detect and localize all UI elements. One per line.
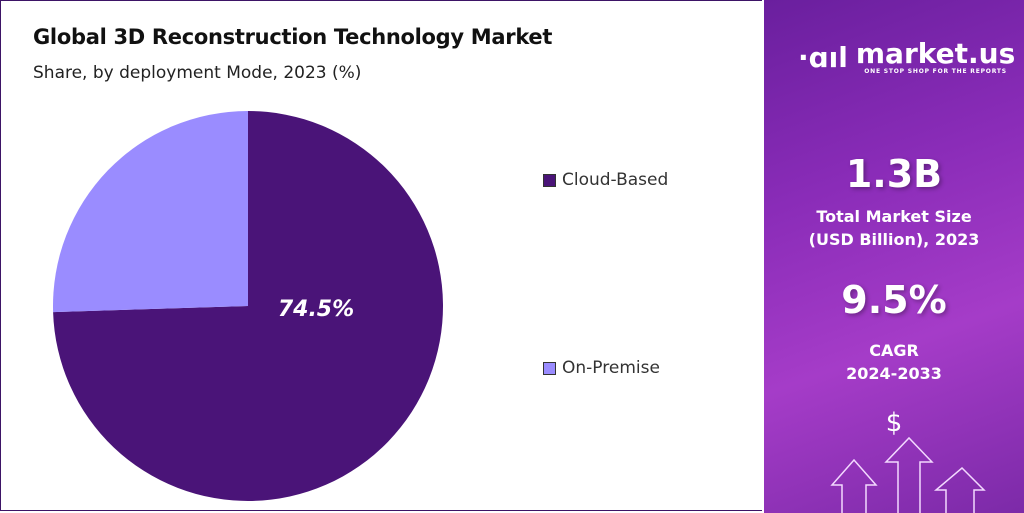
brand-name: market.us [855, 37, 1016, 70]
cagr-period: 2024-2033 [846, 364, 942, 383]
pie-chart: 74.5% [53, 111, 443, 501]
legend-label: On-Premise [562, 358, 660, 378]
cagr-value: 9.5% [841, 278, 947, 322]
market-size-value: 1.3B [845, 152, 943, 196]
legend-label: Cloud-Based [562, 170, 669, 190]
logo-icon: ·ɑıl [798, 41, 848, 74]
legend-swatch [543, 361, 556, 375]
brand-tagline: ONE STOP SHOP FOR THE REPORTS [864, 68, 1007, 75]
summary-panel: ·ɑıl market.us ONE STOP SHOP FOR THE REP… [764, 0, 1024, 513]
market-size-label-2: (USD Billion), 2023 [808, 230, 980, 249]
cagr-label: CAGR [869, 341, 919, 360]
data-label: 74.5% [278, 297, 354, 322]
chart-subtitle: Share, by deployment Mode, 2023 (%) [33, 63, 362, 83]
legend-item-cloud-based: Cloud-Based [543, 170, 668, 190]
legend-item-on-premise: On-Premise [543, 358, 660, 378]
brand-logo: ·ɑıl market.us ONE STOP SHOP FOR THE REP… [798, 37, 1016, 76]
legend-swatch [543, 173, 556, 187]
dollar-icon: $ [885, 408, 903, 438]
pie-slice-on-premise [53, 111, 248, 313]
growth-arrows-icon [830, 436, 986, 513]
chart-panel: Global 3D Reconstruction Technology Mark… [0, 0, 762, 511]
market-size-label: Total Market Size [816, 207, 972, 226]
chart-title: Global 3D Reconstruction Technology Mark… [33, 25, 553, 49]
pie-slice-cloud-based [53, 111, 443, 501]
